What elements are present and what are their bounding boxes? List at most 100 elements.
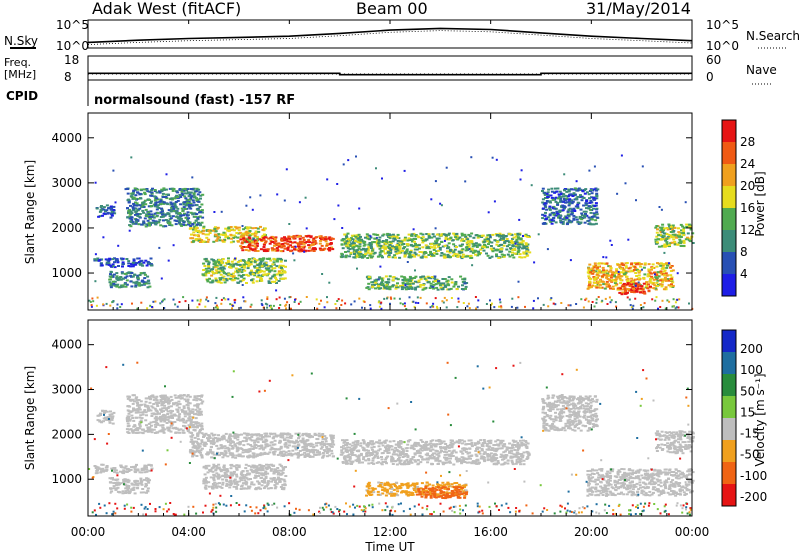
heatmap-cell xyxy=(206,438,210,441)
heatmap-cell xyxy=(376,255,380,258)
heatmap-cell xyxy=(229,241,233,244)
heatmap-cell xyxy=(115,276,119,279)
heatmap-cell xyxy=(443,244,447,247)
heatmap-cell xyxy=(142,211,146,214)
heatmap-cell xyxy=(573,188,577,191)
heatmap-cell xyxy=(676,243,680,246)
heatmap-cell xyxy=(595,286,599,289)
heatmap-cell xyxy=(244,249,248,251)
heatmap-cell xyxy=(97,215,101,218)
heatmap-cell xyxy=(393,235,396,238)
heatmap-cell xyxy=(661,263,665,266)
heatmap-cell xyxy=(414,242,417,245)
heatmap-cell xyxy=(223,264,227,267)
heatmap-cell xyxy=(210,442,214,445)
heatmap-cell xyxy=(456,238,460,241)
heatmap-cell xyxy=(162,414,166,417)
heatmap-cell xyxy=(486,246,489,249)
heatmap-cell xyxy=(219,281,223,284)
heatmap-cell xyxy=(142,221,146,224)
heatmap-cell xyxy=(483,238,487,241)
heatmap-cell xyxy=(554,303,557,306)
heatmap-cell xyxy=(474,249,478,252)
heatmap-cell xyxy=(549,194,553,197)
heatmap-cell xyxy=(282,453,286,456)
heatmap-cell xyxy=(291,246,294,249)
heatmap-cell xyxy=(127,470,131,472)
heatmap-cell xyxy=(120,272,124,275)
heatmap-cell xyxy=(427,254,431,256)
heatmap-cell xyxy=(679,242,683,245)
heatmap-cell xyxy=(132,259,136,262)
heatmap-cell xyxy=(137,406,141,409)
heatmap-cell xyxy=(553,191,557,194)
heatmap-cell xyxy=(299,242,303,244)
heatmap-cell xyxy=(255,259,259,262)
heatmap-cell xyxy=(283,242,287,245)
heatmap-cell xyxy=(334,303,337,305)
heatmap-cell xyxy=(236,281,240,284)
heatmap-cell xyxy=(197,235,200,238)
heatmap-cell xyxy=(425,238,429,241)
heatmap-cell xyxy=(605,272,609,275)
heatmap-cell xyxy=(146,429,150,432)
heatmap-cell xyxy=(368,277,372,280)
heatmap-cell xyxy=(613,274,616,277)
heatmap-cell xyxy=(323,247,327,250)
heatmap-cell xyxy=(263,241,267,244)
heatmap-cell xyxy=(133,408,137,411)
heatmap-cell xyxy=(400,286,404,289)
heatmap-cell xyxy=(140,284,143,287)
heatmap-cell xyxy=(391,279,395,282)
heatmap-cell xyxy=(544,211,547,214)
heatmap-cell xyxy=(418,247,421,250)
heatmap-cell xyxy=(294,448,298,451)
heatmap-cell xyxy=(272,304,275,307)
heatmap-cell xyxy=(176,196,180,198)
heatmap-cell xyxy=(237,269,241,272)
heatmap-cell xyxy=(403,238,407,241)
heatmap-cell xyxy=(94,181,97,184)
heatmap-cell xyxy=(647,290,651,293)
heatmap-cell xyxy=(625,275,629,278)
heatmap-cell xyxy=(198,222,202,225)
heatmap-cell xyxy=(133,263,137,266)
heatmap-cell xyxy=(136,274,140,277)
heatmap-cell xyxy=(378,236,382,239)
heatmap-cell xyxy=(137,261,141,264)
heatmap-cell xyxy=(249,305,252,308)
heatmap-cell xyxy=(115,471,119,474)
heatmap-cell xyxy=(330,438,334,440)
heatmap-cell xyxy=(629,270,633,273)
range-tick-label: 3000 xyxy=(51,176,82,190)
heatmap-cell xyxy=(449,256,452,258)
heatmap-cell xyxy=(380,250,384,253)
heatmap-cell xyxy=(155,221,158,224)
heatmap-cell xyxy=(337,298,340,301)
heatmap-cell xyxy=(227,230,231,233)
heatmap-cell xyxy=(617,271,620,273)
heatmap-cell xyxy=(260,265,264,268)
heatmap-cell xyxy=(671,230,675,233)
heatmap-cell xyxy=(210,274,214,277)
heatmap-cell xyxy=(566,210,570,213)
heatmap-cell xyxy=(154,401,158,404)
heatmap-cell xyxy=(110,205,113,208)
heatmap-cell xyxy=(205,270,209,273)
heatmap-cell xyxy=(304,196,307,199)
heatmap-cell xyxy=(574,197,578,200)
heatmap-cell xyxy=(242,234,246,237)
heatmap-cell xyxy=(143,430,147,433)
heatmap-cell xyxy=(307,249,311,252)
heatmap-cell xyxy=(271,267,275,270)
heatmap-cell xyxy=(408,275,412,278)
heatmap-cell xyxy=(174,196,178,199)
heatmap-cell xyxy=(269,265,273,268)
heatmap-cell xyxy=(170,398,174,401)
heatmap-cell xyxy=(388,288,392,291)
heatmap-cell xyxy=(188,198,192,201)
heatmap-cell xyxy=(202,274,206,277)
heatmap-cell xyxy=(158,200,162,203)
heatmap-cell xyxy=(179,217,183,220)
heatmap-cell xyxy=(588,222,592,225)
